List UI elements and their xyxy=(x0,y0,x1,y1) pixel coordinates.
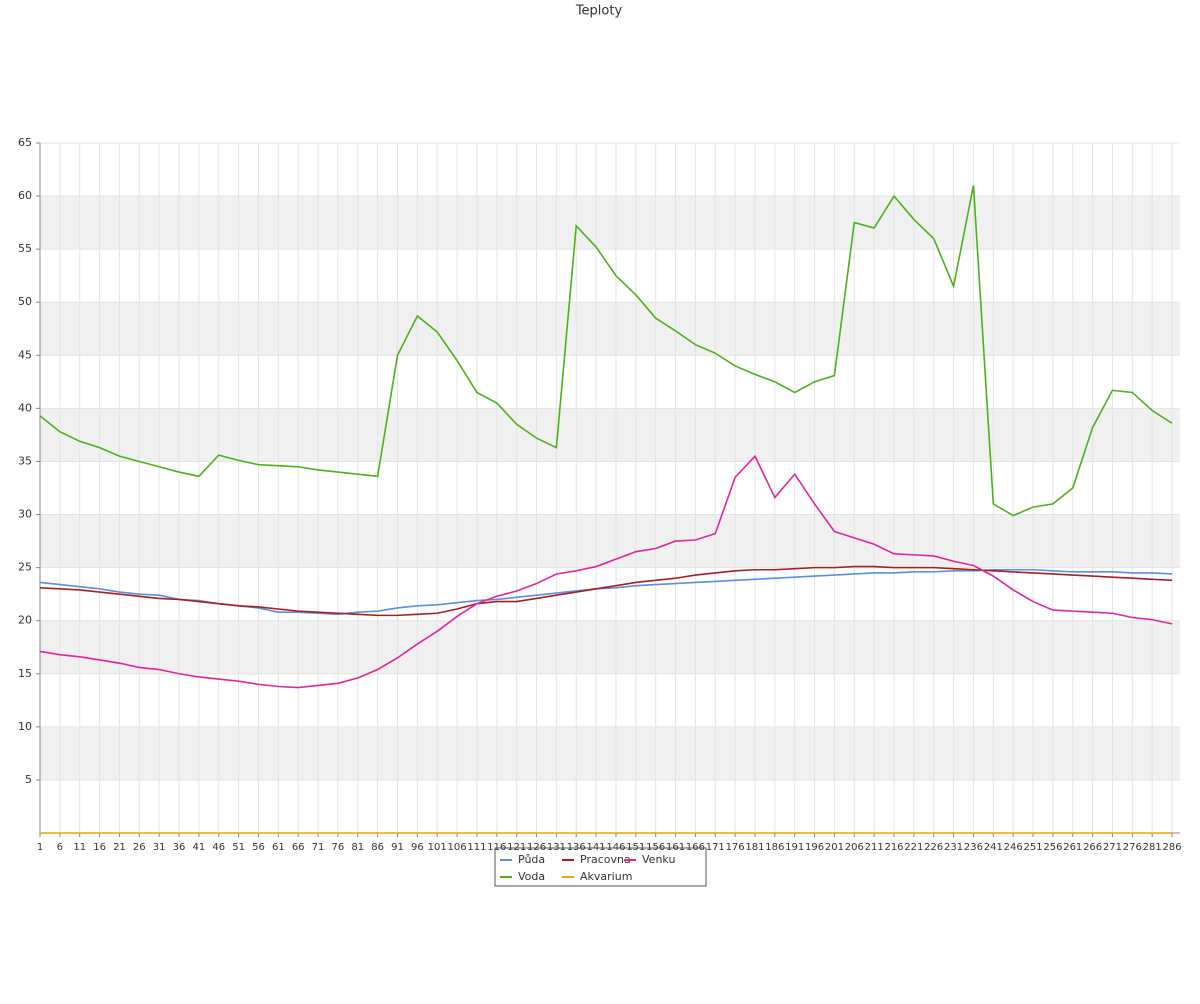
x-tick-label: 201 xyxy=(825,842,844,853)
x-tick-label: 111 xyxy=(467,842,486,853)
x-tick-label: 71 xyxy=(312,842,325,853)
legend-label: Půda xyxy=(518,853,545,866)
x-tick-label: 176 xyxy=(726,842,745,853)
x-tick-label: 196 xyxy=(805,842,824,853)
x-tick-label: 101 xyxy=(428,842,447,853)
y-tick-label: 45 xyxy=(18,348,32,361)
grid-band xyxy=(40,514,1180,568)
series-line xyxy=(39,565,1173,617)
x-tick-label: 221 xyxy=(904,842,923,853)
legend-label: Pracovna xyxy=(580,853,631,866)
x-tick-label: 76 xyxy=(332,842,345,853)
grid-band xyxy=(40,408,1180,462)
x-tick-label: 61 xyxy=(272,842,285,853)
chart-title: Teploty xyxy=(575,4,623,19)
y-tick-label: 50 xyxy=(18,295,32,308)
x-tick-label: 36 xyxy=(173,842,186,853)
x-tick-label: 256 xyxy=(1043,842,1062,853)
legend-label: Voda xyxy=(518,870,545,883)
x-tick-label: 261 xyxy=(1063,842,1082,853)
x-tick-label: 281 xyxy=(1143,842,1162,853)
legend-box xyxy=(494,847,707,887)
x-tick-label: 151 xyxy=(626,842,645,853)
x-tick-label: 31 xyxy=(153,842,166,853)
y-tick-label: 5 xyxy=(25,773,32,786)
x-tick-label: 236 xyxy=(964,842,983,853)
y-tick-label: 35 xyxy=(18,454,32,467)
x-tick-label: 226 xyxy=(924,842,943,853)
x-tick-label: 106 xyxy=(448,842,467,853)
x-tick-label: 146 xyxy=(606,842,625,853)
x-tick-label: 211 xyxy=(865,842,884,853)
y-tick-label: 60 xyxy=(18,189,32,202)
x-tick-label: 126 xyxy=(527,842,546,853)
y-tick-label: 10 xyxy=(18,720,32,733)
x-tick-label: 81 xyxy=(351,842,364,853)
x-tick-label: 271 xyxy=(1103,842,1122,853)
x-tick-label: 86 xyxy=(371,842,384,853)
x-tick-label: 96 xyxy=(411,842,424,853)
series-line xyxy=(39,568,1173,616)
x-tick-label: 131 xyxy=(547,842,566,853)
x-tick-label: 171 xyxy=(706,842,725,853)
grid-band xyxy=(40,620,1180,674)
x-tick-label: 41 xyxy=(193,842,206,853)
x-tick-label: 246 xyxy=(1004,842,1023,853)
x-tick-label: 286 xyxy=(1163,842,1182,853)
x-tick-label: 231 xyxy=(944,842,963,853)
x-tick-label: 216 xyxy=(884,842,903,853)
x-tick-label: 166 xyxy=(686,842,705,853)
grid-band xyxy=(40,302,1180,356)
y-tick-label: 40 xyxy=(18,401,32,414)
x-tick-label: 91 xyxy=(391,842,404,853)
x-tick-label: 11 xyxy=(73,842,86,853)
x-tick-label: 161 xyxy=(666,842,685,853)
y-tick-label: 15 xyxy=(18,667,32,680)
x-tick-label: 51 xyxy=(232,842,245,853)
legend-label: Venku xyxy=(642,853,675,866)
x-tick-label: 266 xyxy=(1083,842,1102,853)
y-tick-label: 65 xyxy=(18,136,32,149)
x-tick-label: 136 xyxy=(567,842,586,853)
grid-band xyxy=(40,196,1180,250)
x-tick-label: 121 xyxy=(507,842,526,853)
y-tick-label: 20 xyxy=(18,614,32,627)
y-tick-label: 30 xyxy=(18,508,32,521)
x-tick-label: 46 xyxy=(212,842,225,853)
x-tick-label: 6 xyxy=(57,842,63,853)
x-tick-label: 16 xyxy=(93,842,106,853)
x-tick-label: 116 xyxy=(487,842,506,853)
x-tick-label: 276 xyxy=(1123,842,1142,853)
x-tick-label: 141 xyxy=(587,842,606,853)
y-tick-label: 55 xyxy=(18,242,32,255)
x-tick-label: 191 xyxy=(785,842,804,853)
legend-label: Akvarium xyxy=(580,870,632,883)
series-line xyxy=(39,454,1173,689)
x-tick-label: 251 xyxy=(1023,842,1042,853)
x-tick-label: 156 xyxy=(646,842,665,853)
series-line xyxy=(39,185,1173,517)
x-tick-label: 56 xyxy=(252,842,265,853)
x-tick-label: 66 xyxy=(292,842,305,853)
x-tick-label: 26 xyxy=(133,842,146,853)
x-tick-label: 181 xyxy=(745,842,764,853)
x-tick-label: 206 xyxy=(845,842,864,853)
grid-band xyxy=(40,726,1180,780)
x-tick-label: 1 xyxy=(37,842,43,853)
x-tick-label: 186 xyxy=(765,842,784,853)
x-tick-label: 21 xyxy=(113,842,126,853)
x-tick-label: 241 xyxy=(984,842,1003,853)
y-tick-label: 25 xyxy=(18,561,32,574)
